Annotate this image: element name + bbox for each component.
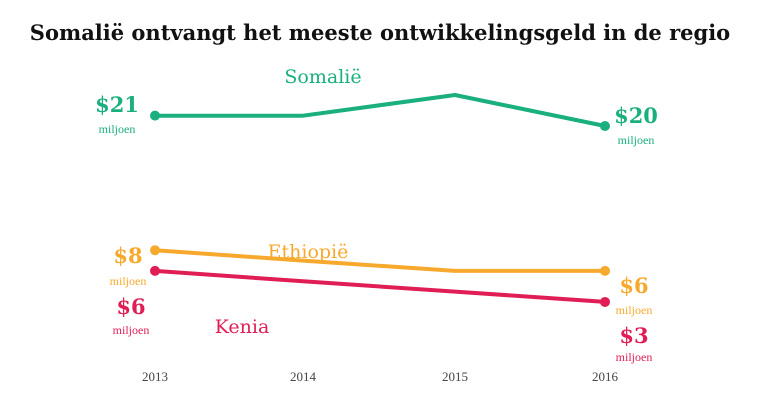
series-line-ethiopie [153,248,607,273]
end-value-label-kenia: $3 [619,323,648,348]
end-unit-label-somalie: miljoen [618,133,655,147]
end-unit-label-kenia: miljoen [616,350,653,364]
point-ethiopie-2016 [600,265,610,276]
point-kenia-2016 [600,296,610,307]
point-ethiopie-2013 [150,245,160,256]
series-layer: Somalië $21 miljoen $20 miljoen Ethiopië $8 mil… [95,66,658,364]
chart-title: Somalië ontvangt het meeste ontwikkeling… [30,20,730,45]
series-ethiopie: Ethiopië $8 miljoen $6 miljoen [110,241,653,317]
x-tick-label-2016: 2016 [592,369,619,384]
start-unit-label-kenia: miljoen [113,323,150,337]
end-value-label-ethiopie: $6 [619,273,648,298]
x-tick-label-2014: 2014 [290,369,317,384]
x-tick-label-2013: 2013 [142,369,168,384]
series-somalie: Somalië $21 miljoen $20 miljoen [95,66,658,147]
end-value-label-somalie: $20 [614,103,658,128]
start-value-label-somalie: $21 [95,92,139,117]
series-name-ethiopie: Ethiopië [268,241,349,263]
start-unit-label-ethiopie: miljoen [110,274,147,288]
x-tick-label-2015: 2015 [442,369,468,384]
start-value-label-kenia: $6 [116,294,145,319]
start-value-label-ethiopie: $8 [113,243,142,268]
point-somalie-2013 [150,110,160,121]
point-somalie-2016 [600,121,610,131]
series-kenia: Kenia $6 miljoen $3 miljoen [113,265,653,364]
series-name-somalie: Somalië [284,66,361,88]
end-unit-label-ethiopie: miljoen [616,303,653,317]
point-kenia-2013 [150,265,160,276]
start-unit-label-somalie: miljoen [99,122,136,136]
series-name-kenia: Kenia [215,316,270,338]
series-line-somalie [153,93,607,128]
series-line-kenia [153,268,607,304]
x-axis-ticks: 2013 2014 2015 2016 [142,369,619,384]
